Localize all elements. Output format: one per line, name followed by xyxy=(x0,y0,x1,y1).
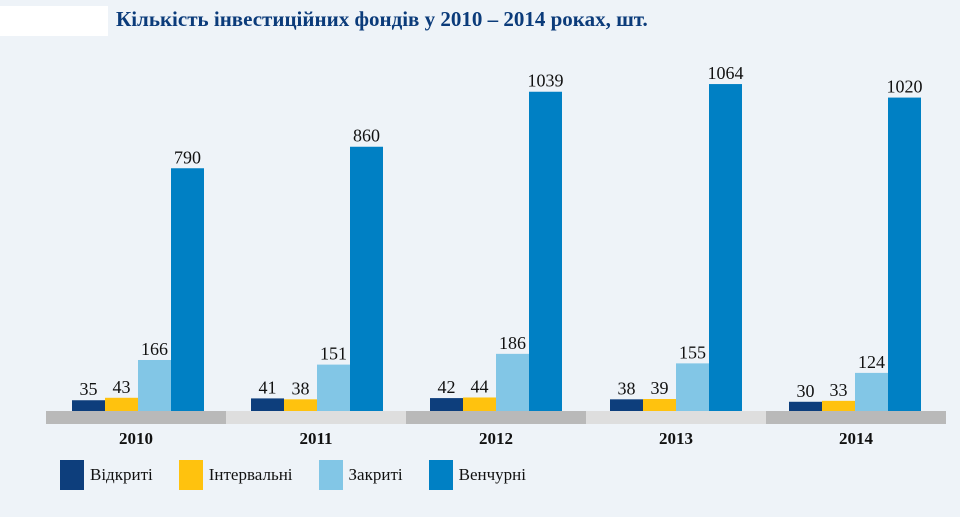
category-band-2011 xyxy=(226,411,406,424)
legend-swatch-venchurni xyxy=(428,460,453,490)
data-label-2010-series-2: 166 xyxy=(141,339,168,359)
data-label-2013-series-2: 155 xyxy=(679,342,706,362)
data-label-2014-series-2: 124 xyxy=(858,352,885,372)
bar-2010-series-1 xyxy=(105,397,138,411)
bar-2010-series-2 xyxy=(138,359,171,411)
category-band-2014 xyxy=(766,411,946,424)
legend-item-venchurni: Венчурні xyxy=(428,460,526,490)
category-label-2010: 2010 xyxy=(119,429,153,448)
bar-2010-series-3 xyxy=(171,168,204,411)
data-label-2012-series-0: 42 xyxy=(438,377,456,397)
bar-2013-series-0 xyxy=(610,399,643,411)
legend-label-vidkryti: Відкриті xyxy=(90,465,153,484)
data-label-2010-series-3: 790 xyxy=(174,147,201,167)
data-label-2010-series-1: 43 xyxy=(113,377,131,397)
legend-swatch-intervalni xyxy=(178,460,203,490)
legend-item-zakryti: Закриті xyxy=(318,460,403,490)
bar-2013-series-3 xyxy=(709,84,742,411)
title-mask xyxy=(0,6,108,36)
data-label-2010-series-0: 35 xyxy=(80,379,98,399)
legend-label-venchurni: Венчурні xyxy=(458,465,526,484)
bar-2011-series-2 xyxy=(317,364,350,411)
legend-label-zakryti: Закриті xyxy=(348,465,403,484)
bar-2010-series-0 xyxy=(72,400,105,411)
bar-2011-series-3 xyxy=(350,146,383,411)
bar-2014-series-1 xyxy=(822,400,855,411)
bar-2013-series-1 xyxy=(643,399,676,411)
legend-swatch-vidkryti xyxy=(60,460,84,490)
data-label-2012-series-2: 186 xyxy=(499,333,526,353)
bar-2012-series-1 xyxy=(463,397,496,411)
legend-item-vidkryti: Відкриті xyxy=(60,460,153,490)
data-label-2012-series-3: 1039 xyxy=(528,71,564,91)
chart-title: Кількість інвестиційних фондів у 2010 – … xyxy=(116,7,648,31)
category-label-2013: 2013 xyxy=(659,429,693,448)
category-band-2013 xyxy=(586,411,766,424)
data-label-2014-series-3: 1020 xyxy=(887,77,923,97)
data-label-2014-series-0: 30 xyxy=(797,381,815,401)
data-label-2011-series-3: 860 xyxy=(353,126,380,146)
bar-2012-series-2 xyxy=(496,353,529,411)
category-band-2012 xyxy=(406,411,586,424)
legend-label-intervalni: Інтервальні xyxy=(208,465,293,484)
legend: Відкриті Інтервальні Закриті Венчурні xyxy=(60,460,552,490)
data-label-2013-series-1: 39 xyxy=(651,378,669,398)
data-label-2013-series-3: 1064 xyxy=(708,63,744,83)
category-label-2012: 2012 xyxy=(479,429,513,448)
bar-2014-series-0 xyxy=(789,401,822,411)
category-label-2011: 2011 xyxy=(299,429,332,448)
legend-swatch-zakryti xyxy=(318,460,343,490)
data-label-2011-series-2: 151 xyxy=(320,344,347,364)
data-label-2011-series-0: 41 xyxy=(259,377,277,397)
bar-2011-series-1 xyxy=(284,399,317,411)
category-label-2014: 2014 xyxy=(839,429,874,448)
bar-2012-series-3 xyxy=(529,91,562,411)
category-band-2010 xyxy=(46,411,226,424)
legend-item-intervalni: Інтервальні xyxy=(178,460,293,490)
bar-2014-series-2 xyxy=(855,372,888,411)
data-label-2013-series-0: 38 xyxy=(618,378,636,398)
bar-2014-series-3 xyxy=(888,97,921,411)
data-label-2011-series-1: 38 xyxy=(292,378,310,398)
bar-2011-series-0 xyxy=(251,398,284,411)
bar-2012-series-0 xyxy=(430,398,463,411)
data-label-2014-series-1: 33 xyxy=(830,380,848,400)
data-label-2012-series-1: 44 xyxy=(471,376,489,396)
bar-2013-series-2 xyxy=(676,363,709,411)
